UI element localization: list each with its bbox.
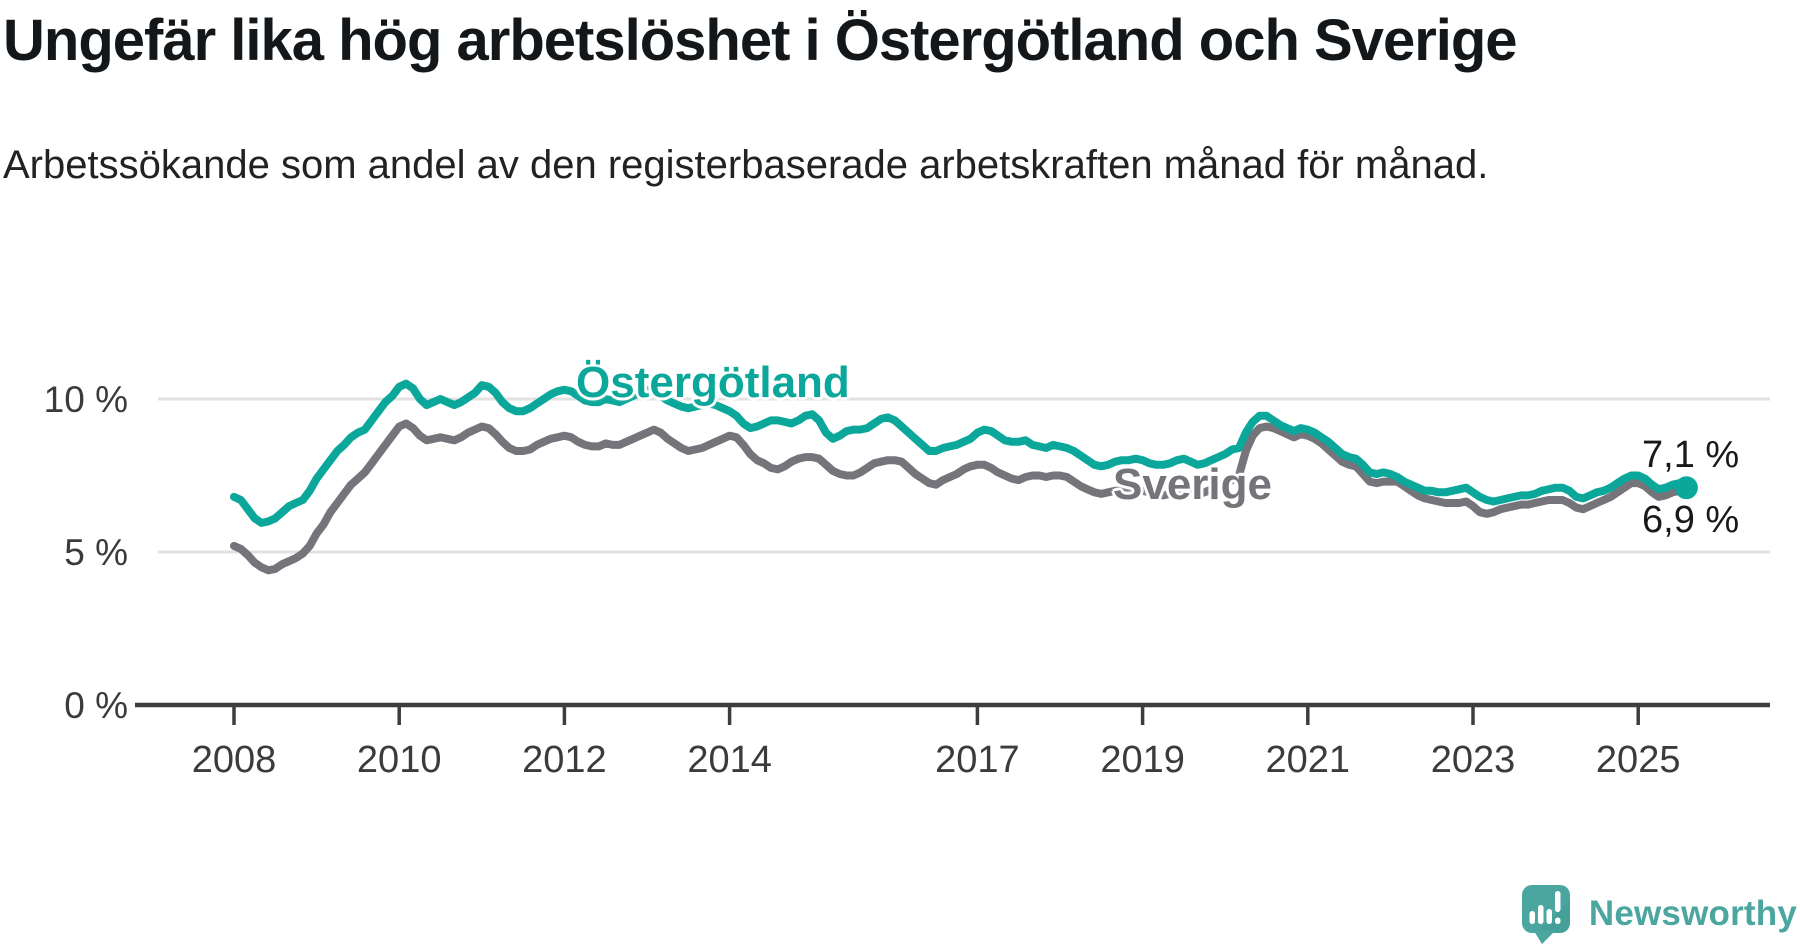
series-line-sverige	[230, 419, 1691, 575]
y-axis-labels: 0 % 5 % 10 %	[44, 379, 128, 726]
x-tick-label-2008: 2008	[192, 739, 277, 781]
newsworthy-logo: Newsworthy	[1521, 884, 1797, 944]
chart-subtitle: Arbetssökande som andel av den registerb…	[3, 143, 1489, 187]
x-axis-labels: 2008 2010 2012 2014 2017 2019 2021 2023 2025	[192, 739, 1681, 781]
y-tick-label-5: 5 %	[64, 532, 128, 573]
chart-title: Ungefär lika hög arbetslöshet i Östergöt…	[3, 8, 1518, 73]
series-lines	[230, 379, 1698, 575]
end-value-ostergotland: 7,1 %	[1642, 434, 1740, 476]
x-tick-label-2019: 2019	[1100, 739, 1185, 781]
end-value-sverige: 6,9 %	[1642, 499, 1740, 541]
x-tick-label-2023: 2023	[1431, 739, 1516, 781]
series-line-östergötland	[230, 379, 1691, 527]
x-tick-label-2010: 2010	[357, 739, 442, 781]
series-label-ostergotland: Östergötland	[576, 358, 850, 407]
y-tick-label-10: 10 %	[44, 379, 128, 420]
gridlines	[158, 397, 1770, 554]
end-dot-östergötland	[1674, 476, 1698, 500]
x-tick-label-2025: 2025	[1596, 739, 1681, 781]
y-tick-label-0: 0 %	[64, 685, 128, 726]
newsworthy-logo-icon	[1521, 885, 1570, 944]
x-axis	[135, 702, 1770, 725]
x-tick-label-2014: 2014	[687, 739, 772, 781]
series-label-sverige: Sverige	[1113, 460, 1272, 509]
newsworthy-logo-text: Newsworthy	[1588, 894, 1797, 933]
x-tick-label-2021: 2021	[1266, 739, 1351, 781]
x-tick-label-2017: 2017	[935, 739, 1020, 781]
x-tick-label-2012: 2012	[522, 739, 607, 781]
